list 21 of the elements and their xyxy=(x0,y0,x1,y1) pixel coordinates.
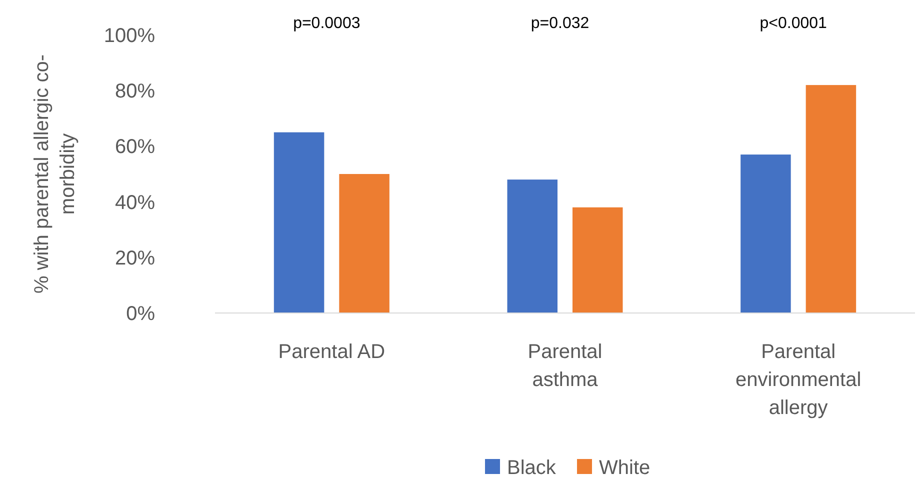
bar xyxy=(339,174,390,313)
y-tick-label: 100% xyxy=(104,25,156,47)
text: p=0.0003 xyxy=(293,15,360,32)
text: p<0.0001 xyxy=(760,15,828,32)
x-tick-label: Parental AD xyxy=(278,341,386,363)
bar xyxy=(274,132,324,313)
y-tick-label: 40% xyxy=(114,192,156,214)
y-tick-label: 60% xyxy=(114,136,156,158)
legend-label: Black xyxy=(507,457,557,479)
x-tick-label: Parental environmental allergy xyxy=(736,341,862,419)
bar xyxy=(572,207,623,313)
legend-label: White xyxy=(599,457,650,479)
y-tick-label: 0% xyxy=(126,303,156,325)
y-axis-title: % with parental allergic co-morbidity xyxy=(31,54,79,294)
text: p=0.032 xyxy=(530,15,590,32)
y-tick-label: 20% xyxy=(114,247,156,270)
x-tick-label: Parental asthma xyxy=(528,341,602,391)
bar xyxy=(806,85,856,313)
bar xyxy=(740,154,791,313)
bar xyxy=(507,180,558,313)
y-tick-label: 80% xyxy=(114,80,156,103)
